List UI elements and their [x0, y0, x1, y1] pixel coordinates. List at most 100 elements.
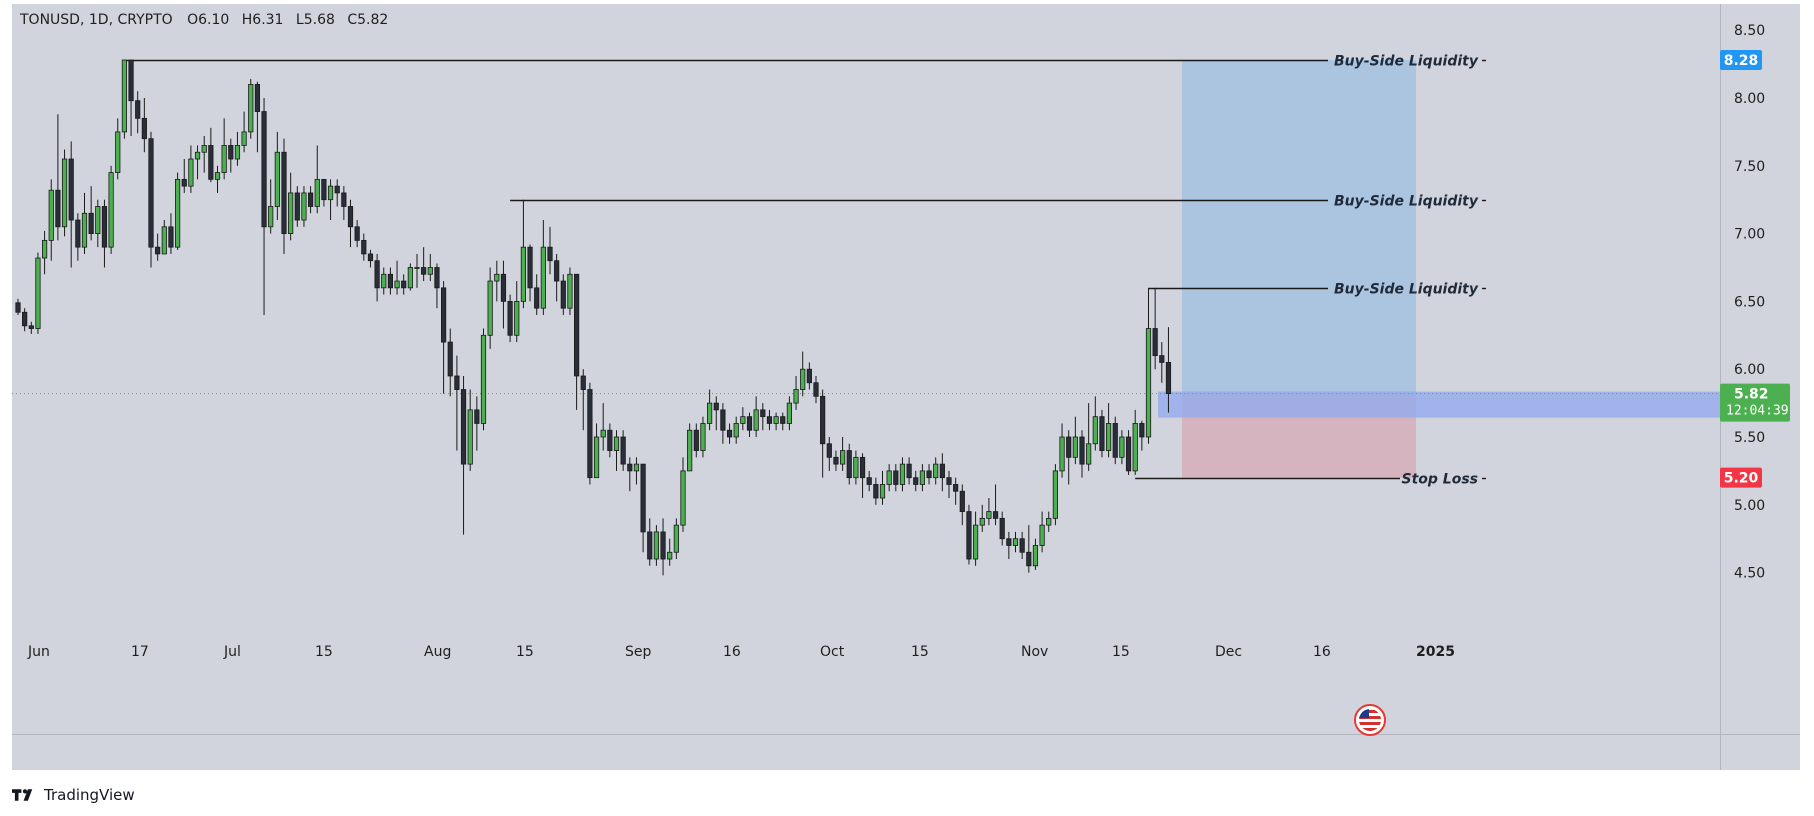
time-axis[interactable]: Jun 17 Jul 15 Aug 15 Sep 16 Oct 15 Nov 15 Dec 16 2025: [27, 644, 1455, 660]
candle-body[interactable]: [647, 531, 653, 560]
candle-body[interactable]: [833, 456, 839, 465]
candle-body[interactable]: [181, 178, 187, 187]
candle-body[interactable]: [221, 145, 227, 173]
candle-body[interactable]: [274, 151, 280, 207]
candle-body[interactable]: [580, 375, 586, 390]
candle-body[interactable]: [108, 172, 114, 248]
candle-body[interactable]: [733, 423, 739, 438]
candle-body[interactable]: [773, 416, 779, 424]
candle-body[interactable]: [401, 280, 407, 289]
candle-body[interactable]: [1086, 443, 1092, 465]
candle-body[interactable]: [746, 416, 753, 431]
candle-body[interactable]: [886, 470, 892, 485]
us-flag-event-icon[interactable]: [1354, 704, 1386, 736]
candle-body[interactable]: [268, 206, 274, 228]
candle-body[interactable]: [514, 300, 520, 336]
candle-body[interactable]: [367, 253, 374, 262]
candle-body[interactable]: [906, 463, 912, 479]
candle-body[interactable]: [321, 178, 327, 201]
candle-body[interactable]: [374, 260, 380, 289]
candle-body[interactable]: [201, 145, 207, 153]
candle-body[interactable]: [653, 531, 660, 560]
annotation-label[interactable]: Buy-Side Liquidity: [1334, 194, 1479, 210]
candle-body[interactable]: [1139, 423, 1145, 438]
candle-body[interactable]: [28, 325, 34, 329]
candle-body[interactable]: [1132, 423, 1138, 472]
candle-body[interactable]: [294, 192, 300, 221]
candle-body[interactable]: [607, 429, 613, 451]
candle-body[interactable]: [394, 280, 400, 289]
candle-body[interactable]: [208, 145, 214, 180]
candle-body[interactable]: [707, 402, 713, 424]
candle-body[interactable]: [554, 260, 560, 282]
candle-body[interactable]: [440, 287, 447, 343]
candle-body[interactable]: [88, 212, 94, 234]
candle-body[interactable]: [22, 311, 28, 327]
candle-body[interactable]: [853, 456, 859, 479]
candle-body[interactable]: [115, 131, 121, 173]
candle-body[interactable]: [1072, 436, 1078, 458]
candle-body[interactable]: [248, 84, 254, 133]
candle-body[interactable]: [1159, 355, 1165, 363]
candle-body[interactable]: [15, 302, 21, 313]
candle-body[interactable]: [507, 300, 513, 336]
annotation-label[interactable]: Buy-Side Liquidity: [1334, 282, 1479, 298]
candle-body[interactable]: [460, 389, 467, 465]
chart-pane[interactable]: [12, 4, 1800, 770]
candle-body[interactable]: [693, 429, 699, 451]
candle-body[interactable]: [613, 436, 620, 451]
candle-body[interactable]: [840, 450, 846, 465]
candle-body[interactable]: [813, 382, 819, 397]
candle-body[interactable]: [381, 273, 387, 289]
candle-body[interactable]: [873, 484, 879, 499]
candle-body[interactable]: [288, 192, 294, 234]
candle-body[interactable]: [720, 409, 726, 431]
candle-body[interactable]: [75, 219, 81, 248]
candle-body[interactable]: [627, 463, 633, 472]
candle-body[interactable]: [188, 158, 194, 187]
candle-body[interactable]: [480, 334, 487, 424]
candle-body[interactable]: [135, 100, 141, 119]
candle-body[interactable]: [726, 429, 733, 438]
annotation-label[interactable]: Buy-Side Liquidity: [1334, 54, 1479, 70]
candle-body[interactable]: [939, 463, 945, 479]
candle-body[interactable]: [361, 239, 367, 255]
candle-body[interactable]: [35, 257, 41, 329]
candle-body[interactable]: [447, 341, 453, 377]
candle-body[interactable]: [387, 273, 394, 289]
candle-body[interactable]: [866, 477, 872, 485]
symbol-legend[interactable]: TONUSD, 1D, CRYPTO O6.10 H6.31 L5.68 C5.…: [19, 12, 388, 28]
candle-body[interactable]: [500, 273, 507, 302]
candle-body[interactable]: [454, 375, 460, 390]
candle-body[interactable]: [913, 477, 919, 485]
candle-body[interactable]: [474, 409, 480, 424]
candle-body[interactable]: [660, 531, 666, 560]
candle-body[interactable]: [1039, 524, 1045, 546]
candle-body[interactable]: [966, 511, 972, 560]
candle-body[interactable]: [593, 436, 600, 479]
candle-body[interactable]: [953, 484, 959, 492]
candle-body[interactable]: [959, 490, 965, 512]
candle-body[interactable]: [407, 267, 413, 289]
price-axis[interactable]: 8.50 8.00 7.50 7.00 6.50 6.00 5.50 5.00 4.50: [1734, 23, 1765, 581]
candle-body[interactable]: [48, 189, 54, 241]
candle-body[interactable]: [986, 511, 992, 519]
candle-body[interactable]: [1066, 436, 1072, 458]
candle-body[interactable]: [494, 273, 500, 282]
candle-body[interactable]: [926, 470, 932, 479]
candle-body[interactable]: [1079, 436, 1085, 465]
candle-body[interactable]: [234, 145, 241, 160]
candle-body[interactable]: [101, 206, 108, 248]
candle-body[interactable]: [327, 185, 334, 201]
candle-body[interactable]: [1112, 423, 1118, 458]
candle-body[interactable]: [687, 429, 693, 472]
candle-body[interactable]: [228, 145, 234, 160]
candle-body[interactable]: [174, 178, 181, 248]
candle-body[interactable]: [520, 246, 527, 302]
candle-body[interactable]: [128, 59, 134, 102]
candle-body[interactable]: [1099, 416, 1105, 451]
candle-body[interactable]: [893, 470, 899, 485]
candle-body[interactable]: [946, 477, 952, 485]
candle-body[interactable]: [68, 158, 74, 221]
candle-body[interactable]: [1165, 362, 1172, 395]
